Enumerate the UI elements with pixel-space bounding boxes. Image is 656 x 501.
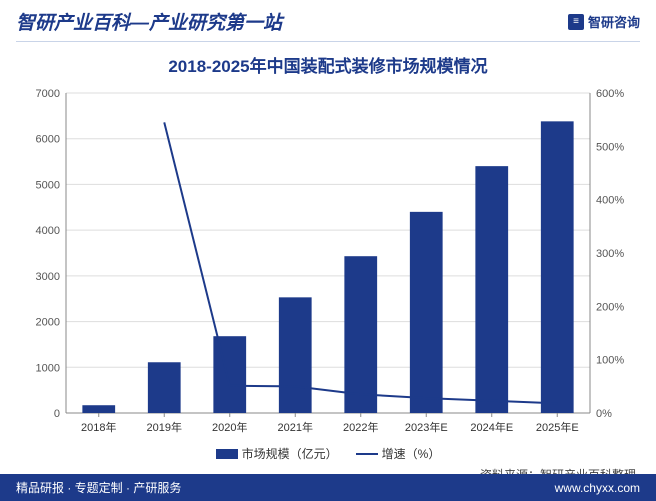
svg-text:2018年: 2018年 (81, 420, 116, 434)
svg-text:2000: 2000 (36, 317, 60, 329)
legend-bar-swatch (216, 449, 238, 459)
legend-line-swatch (356, 453, 378, 455)
brand-logo-icon: ≡ (568, 14, 584, 30)
legend-item-line: 增速（%） (356, 445, 441, 462)
legend-bar-label: 市场规模（亿元） (242, 445, 338, 462)
svg-text:2021年: 2021年 (278, 420, 313, 434)
brand-text: 智研咨询 (588, 12, 640, 31)
svg-text:2024年E: 2024年E (470, 420, 513, 434)
svg-text:7000: 7000 (36, 88, 60, 100)
svg-text:4000: 4000 (36, 225, 60, 237)
svg-text:2025年E: 2025年E (536, 420, 579, 434)
svg-text:2022年: 2022年 (343, 420, 378, 434)
chart-svg: 0 1000 2000 3000 4000 5000 6000 7000 0% 100% 200% 3… (16, 83, 640, 443)
footer: 精品研报 · 专题定制 · 产研服务 www.chyxx.com (0, 474, 656, 501)
svg-text:300%: 300% (596, 248, 624, 260)
svg-text:6000: 6000 (36, 134, 60, 146)
svg-text:2023年E: 2023年E (405, 420, 448, 434)
svg-text:200%: 200% (596, 301, 624, 313)
svg-text:600%: 600% (596, 88, 624, 100)
header-brand: ≡ 智研咨询 (568, 12, 640, 31)
svg-text:2019年: 2019年 (147, 420, 182, 434)
svg-text:0: 0 (54, 408, 60, 420)
header-title: 智研产业百科—产业研究第一站 (16, 8, 282, 35)
legend-item-bar: 市场规模（亿元） (216, 445, 338, 462)
chart-area: 0 1000 2000 3000 4000 5000 6000 7000 0% 100% 200% 3… (16, 83, 640, 443)
header: 智研产业百科—产业研究第一站 ≡ 智研咨询 (0, 0, 656, 39)
svg-text:400%: 400% (596, 195, 624, 207)
chart-title: 2018-2025年中国装配式装修市场规模情况 (0, 42, 656, 83)
footer-left: 精品研报 · 专题定制 · 产研服务 (16, 479, 181, 496)
svg-text:2020年: 2020年 (212, 420, 247, 434)
footer-right: www.chyxx.com (555, 481, 640, 495)
svg-text:5000: 5000 (36, 179, 60, 191)
svg-text:3000: 3000 (36, 271, 60, 283)
legend-line-label: 增速（%） (382, 445, 441, 462)
svg-text:1000: 1000 (36, 362, 60, 374)
legend: 市场规模（亿元） 增速（%） (0, 445, 656, 462)
svg-text:500%: 500% (596, 141, 624, 153)
svg-text:0%: 0% (596, 408, 612, 420)
svg-text:100%: 100% (596, 355, 624, 367)
